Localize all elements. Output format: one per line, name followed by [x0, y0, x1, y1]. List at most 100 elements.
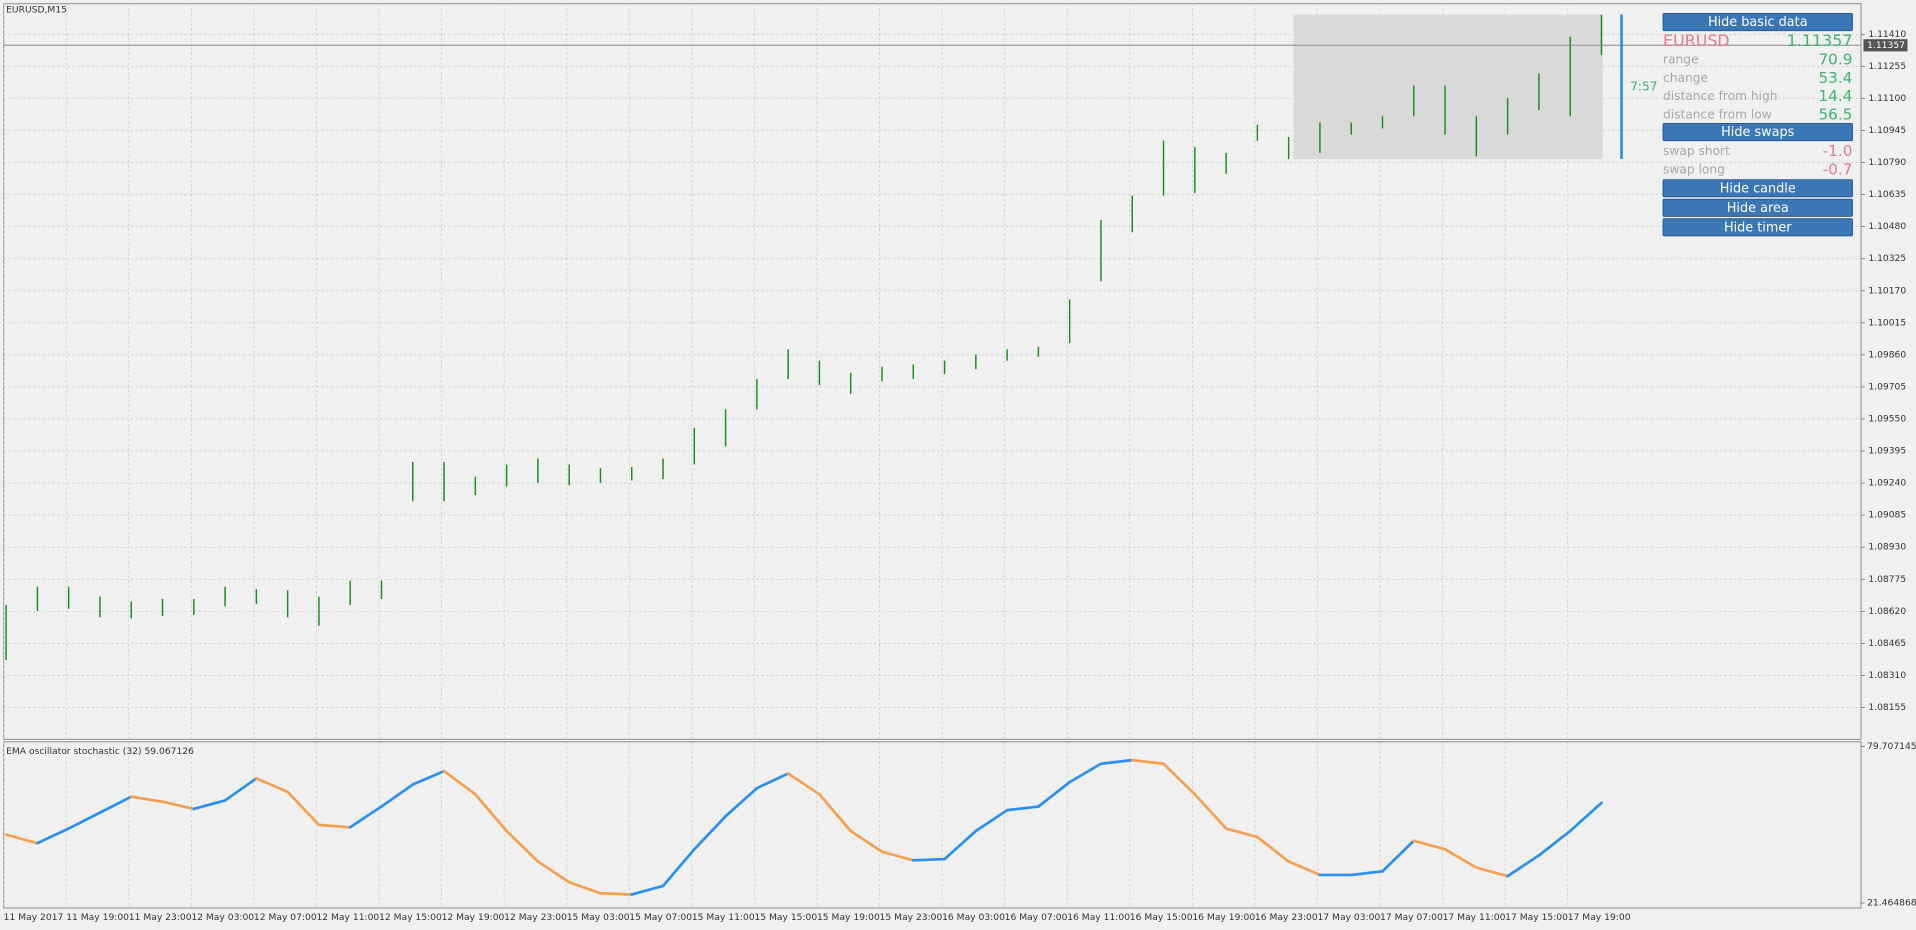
x-tick-label: 15 May 15:00 — [754, 912, 817, 923]
panel-value: 53.4 — [1818, 69, 1852, 87]
oscillator-segment — [1537, 829, 1572, 857]
panel-price: 1.11357 — [1787, 31, 1853, 50]
panel-value: 56.5 — [1818, 105, 1852, 123]
oscillator-pane — [3, 741, 1862, 909]
oscillator-segment — [692, 814, 727, 851]
oscillator-segment — [36, 827, 71, 845]
y-tick-label: 1.09860 — [1868, 349, 1906, 360]
oscillator-segment — [661, 847, 696, 888]
panel-label: swap short — [1663, 144, 1730, 158]
oscillator-segment — [1381, 839, 1416, 873]
y-tick-label: 1.09395 — [1868, 446, 1906, 457]
x-tick-label: 12 May 07:00 — [254, 912, 317, 923]
y-tick-label: 1.08775 — [1868, 574, 1906, 585]
panel-symbol: EURUSD — [1663, 31, 1730, 50]
x-tick-label: 11 May 19:00 — [66, 912, 129, 923]
panel-button[interactable] — [1662, 13, 1853, 32]
x-tick-label: 16 May 03:00 — [942, 912, 1005, 923]
panel-button-label[interactable]: Hide candle — [1720, 181, 1796, 196]
panel-button-label[interactable]: Hide area — [1727, 201, 1789, 216]
y-tick-label: 1.08155 — [1868, 702, 1906, 713]
x-tick-label: 11 May 2017 — [4, 912, 64, 923]
oscillator-segment — [786, 772, 821, 796]
y-tick-label: 1.10635 — [1868, 189, 1906, 200]
x-tick-label: 15 May 11:00 — [692, 912, 755, 923]
panel-button-label[interactable]: Hide swaps — [1721, 125, 1795, 140]
oscillator-segment — [1068, 762, 1103, 784]
y-tick-label: 79.707145 — [1867, 741, 1916, 752]
oscillator-segment — [1349, 869, 1384, 877]
oscillator-segment — [849, 829, 884, 854]
y-tick-label: 1.10790 — [1868, 157, 1906, 168]
current-price-box — [1863, 39, 1908, 52]
oscillator-segment — [473, 792, 508, 833]
x-tick-label: 12 May 15:00 — [379, 912, 442, 923]
range-area — [1293, 14, 1603, 160]
oscillator-segment — [567, 880, 602, 895]
oscillator-segment — [161, 800, 196, 811]
x-tick-label: 15 May 23:00 — [880, 912, 943, 923]
x-tick-label: 12 May 19:00 — [442, 912, 505, 923]
panel-button-label[interactable]: Hide basic data — [1708, 15, 1808, 30]
panel-button-label[interactable]: Hide timer — [1724, 220, 1792, 235]
y-tick-label: 1.11100 — [1868, 93, 1906, 104]
oscillator-segment — [911, 857, 946, 862]
oscillator-segment — [974, 808, 1009, 833]
x-tick-label: 17 May 03:00 — [1317, 912, 1380, 923]
oscillator-segment — [129, 795, 164, 803]
x-tick-label: 17 May 11:00 — [1443, 912, 1506, 923]
y-tick-label: 1.08465 — [1868, 638, 1906, 649]
oscillator-segment — [943, 829, 978, 861]
oscillator-segment — [1037, 780, 1072, 808]
panel-button[interactable] — [1662, 179, 1853, 198]
y-tick-label: 1.10325 — [1868, 253, 1906, 264]
panel-label: range — [1663, 52, 1698, 66]
panel-label: distance from high — [1663, 89, 1777, 103]
oscillator-segment — [1475, 866, 1509, 878]
x-tick-label: 12 May 03:00 — [191, 912, 254, 923]
oscillator-segment — [630, 884, 665, 896]
panel-value: 14.4 — [1818, 87, 1852, 105]
oscillator-title: EMA oscillator stochastic (32) 59.067126 — [6, 746, 194, 757]
oscillator-segment — [67, 811, 102, 830]
x-tick-label: 17 May 07:00 — [1380, 912, 1443, 923]
panel-label: distance from low — [1663, 107, 1772, 121]
panel-label: swap long — [1663, 162, 1725, 176]
x-tick-label: 11 May 23:00 — [129, 912, 192, 923]
grid: 1.11410 1.11255 1.11100 1.10945 1.10790 1.106… — [3, 3, 1916, 923]
panel-label: change — [1663, 71, 1708, 85]
panel-button[interactable] — [1662, 218, 1853, 237]
oscillator-segment — [1287, 860, 1322, 877]
oscillator-segment — [818, 792, 853, 833]
oscillator-segment — [1568, 801, 1603, 833]
y-tick-label: 1.08620 — [1868, 606, 1906, 617]
y-tick-label: 21.464868 — [1867, 898, 1916, 909]
oscillator-segment — [599, 891, 634, 896]
oscillator-segment — [1005, 805, 1040, 812]
x-tick-label: 16 May 11:00 — [1067, 912, 1130, 923]
oscillator-segment — [880, 850, 915, 862]
y-tick-label: 1.10015 — [1868, 317, 1906, 328]
oscillator-segment — [1412, 839, 1447, 851]
y-tick-label: 1.08310 — [1868, 670, 1906, 681]
oscillator-segment — [1506, 854, 1541, 878]
y-tick-label: 1.11410 — [1868, 29, 1906, 40]
panel-button[interactable] — [1662, 122, 1853, 142]
panel-button[interactable] — [1662, 198, 1853, 217]
oscillator-segment — [724, 786, 759, 818]
oscillator-segment — [1162, 762, 1197, 796]
x-tick-label: 16 May 19:00 — [1192, 912, 1255, 923]
oscillator-segment — [1193, 792, 1228, 830]
oscillator-segment — [411, 769, 446, 786]
oscillator-segment — [286, 790, 321, 827]
x-tick-label: 16 May 15:00 — [1130, 912, 1193, 923]
oscillator-segment — [536, 860, 571, 884]
x-tick-label: 17 May 15:00 — [1505, 912, 1568, 923]
oscillator-segment — [1099, 758, 1134, 766]
oscillator-segment — [505, 829, 540, 863]
current-price-label: 1.11357 — [1867, 40, 1905, 51]
panel-value: 70.9 — [1818, 50, 1852, 68]
